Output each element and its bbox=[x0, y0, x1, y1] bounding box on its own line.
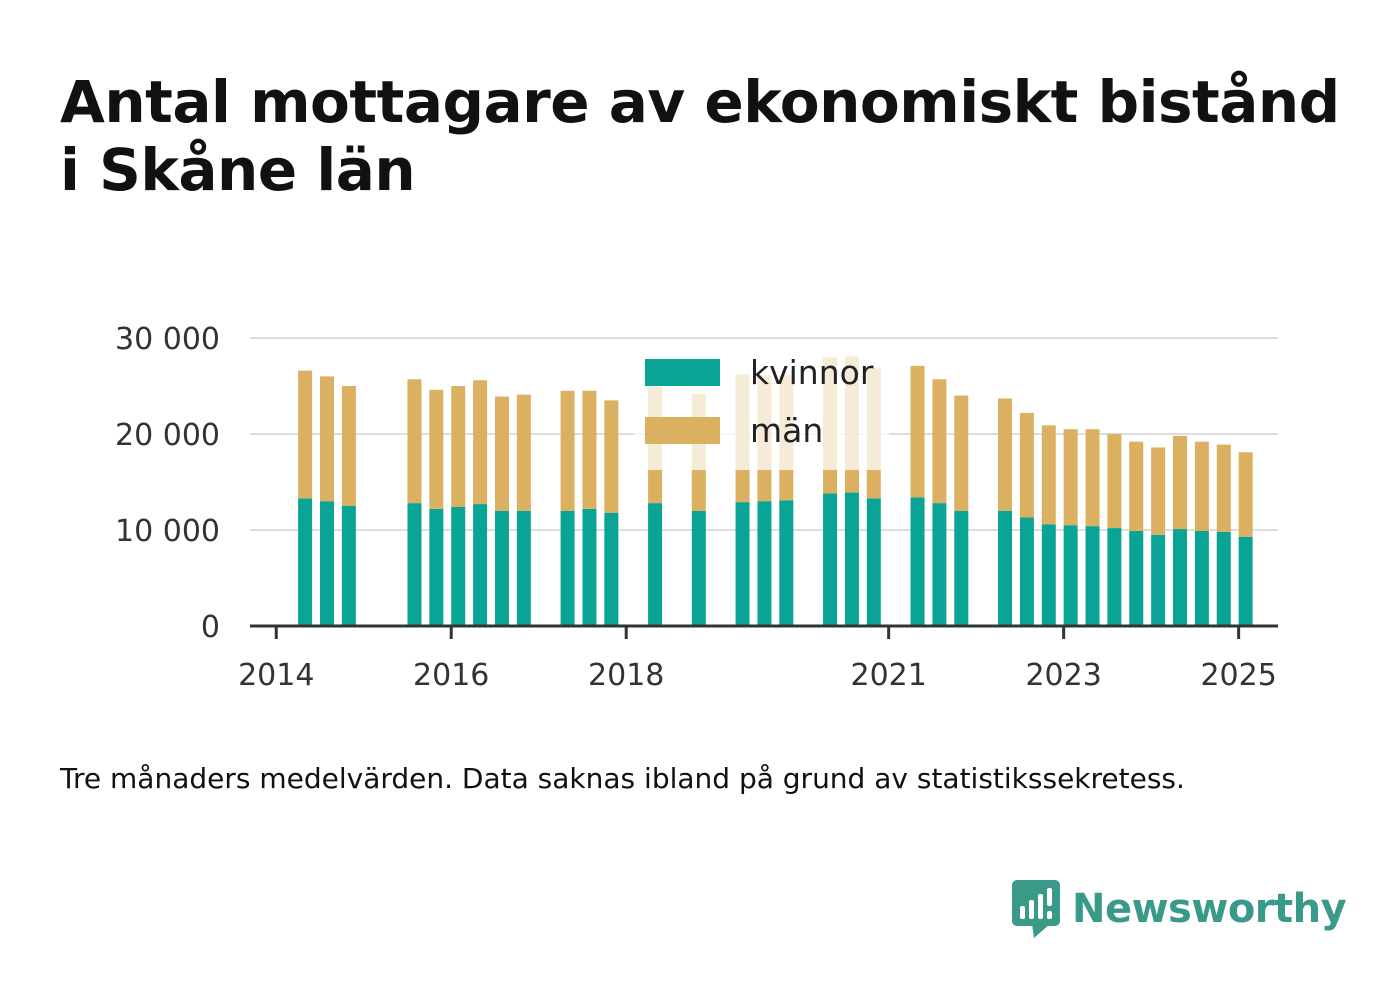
bar-man bbox=[998, 398, 1013, 511]
bar-kvinnor bbox=[429, 508, 444, 626]
bar-kvinnor bbox=[1129, 530, 1144, 626]
bar-kvinnor bbox=[932, 503, 947, 626]
bar-kvinnor bbox=[319, 501, 334, 626]
bar-kvinnor bbox=[823, 493, 838, 626]
bar-man bbox=[298, 370, 313, 499]
bar-kvinnor bbox=[1216, 531, 1231, 626]
bar-man bbox=[910, 365, 925, 498]
bar-man bbox=[451, 386, 466, 507]
bar-kvinnor bbox=[866, 498, 881, 626]
bar-man bbox=[473, 380, 488, 505]
bar-kvinnor bbox=[844, 492, 859, 626]
bar-man bbox=[1107, 434, 1122, 529]
bar-man bbox=[1085, 429, 1100, 527]
newsworthy-logo: Newsworthy bbox=[1010, 878, 1347, 940]
bar-kvinnor bbox=[998, 510, 1013, 626]
bar-kvinnor bbox=[691, 510, 706, 626]
bar-kvinnor bbox=[1194, 530, 1209, 626]
bar-man bbox=[1129, 441, 1144, 531]
x-tick-label: 2018 bbox=[588, 658, 664, 693]
brand-name: Newsworthy bbox=[1072, 886, 1347, 932]
bar-kvinnor bbox=[1238, 536, 1253, 626]
y-tick-label: 0 bbox=[201, 610, 220, 645]
y-tick-label: 10 000 bbox=[115, 514, 220, 549]
x-tick-label: 2023 bbox=[1025, 658, 1101, 693]
bar-man bbox=[1216, 444, 1231, 532]
y-tick-label: 30 000 bbox=[115, 322, 220, 357]
bar-man bbox=[341, 386, 356, 506]
x-tick-label: 2016 bbox=[413, 658, 489, 693]
legend-label-kvinnor: kvinnor bbox=[750, 353, 874, 392]
bar-kvinnor bbox=[735, 502, 750, 626]
bar-kvinnor bbox=[648, 503, 663, 626]
bar-man bbox=[407, 379, 422, 504]
bar-man bbox=[604, 400, 619, 513]
bar-kvinnor bbox=[1019, 517, 1034, 626]
bar-kvinnor bbox=[910, 497, 925, 626]
x-tick-label: 2021 bbox=[850, 658, 926, 693]
bar-man bbox=[1041, 425, 1056, 525]
bar-chart-speech-bubble-icon bbox=[1012, 880, 1060, 938]
bar-man bbox=[560, 390, 575, 511]
bar-kvinnor bbox=[604, 512, 619, 626]
bar-man bbox=[1019, 412, 1034, 518]
chart-title: Antal mottagare av ekonomiskt bistånd i … bbox=[60, 68, 1340, 204]
bar-kvinnor bbox=[954, 510, 969, 626]
bar-kvinnor bbox=[1085, 526, 1100, 626]
bar-man bbox=[429, 389, 444, 509]
legend-label-man: män bbox=[750, 411, 823, 450]
legend: kvinnor män bbox=[634, 348, 889, 470]
bar-man bbox=[582, 390, 597, 509]
bar-kvinnor bbox=[451, 506, 466, 626]
bar-man bbox=[1238, 452, 1253, 537]
bar-man bbox=[319, 376, 334, 502]
x-tick-label: 2025 bbox=[1200, 658, 1276, 693]
bar-kvinnor bbox=[516, 510, 531, 626]
legend-swatch-kvinnor bbox=[645, 359, 720, 386]
bar-kvinnor bbox=[341, 506, 356, 626]
bar-kvinnor bbox=[560, 510, 575, 626]
x-tick-label: 2014 bbox=[238, 658, 314, 693]
bar-kvinnor bbox=[494, 510, 509, 626]
bar-man bbox=[954, 395, 969, 511]
bar-man bbox=[1173, 435, 1188, 530]
bar-kvinnor bbox=[1151, 534, 1166, 626]
y-tick-label: 20 000 bbox=[115, 418, 220, 453]
bar-kvinnor bbox=[757, 501, 772, 626]
bar-kvinnor bbox=[1041, 524, 1056, 626]
bar-kvinnor bbox=[582, 508, 597, 626]
bar-kvinnor bbox=[407, 503, 422, 626]
bar-kvinnor bbox=[1173, 529, 1188, 626]
bar-man bbox=[1194, 441, 1209, 531]
bar-kvinnor bbox=[473, 504, 488, 626]
bar-kvinnor bbox=[298, 498, 313, 626]
bar-man bbox=[932, 379, 947, 504]
chart-footnote: Tre månaders medelvärden. Data saknas ib… bbox=[60, 762, 1185, 795]
bar-man bbox=[494, 396, 509, 511]
bar-man bbox=[1063, 429, 1078, 526]
bar-kvinnor bbox=[779, 500, 794, 626]
bar-kvinnor bbox=[1063, 525, 1078, 626]
legend-swatch-man bbox=[645, 417, 720, 444]
bar-man bbox=[1151, 447, 1166, 535]
bar-kvinnor bbox=[1107, 528, 1122, 626]
bar-man bbox=[516, 394, 531, 511]
